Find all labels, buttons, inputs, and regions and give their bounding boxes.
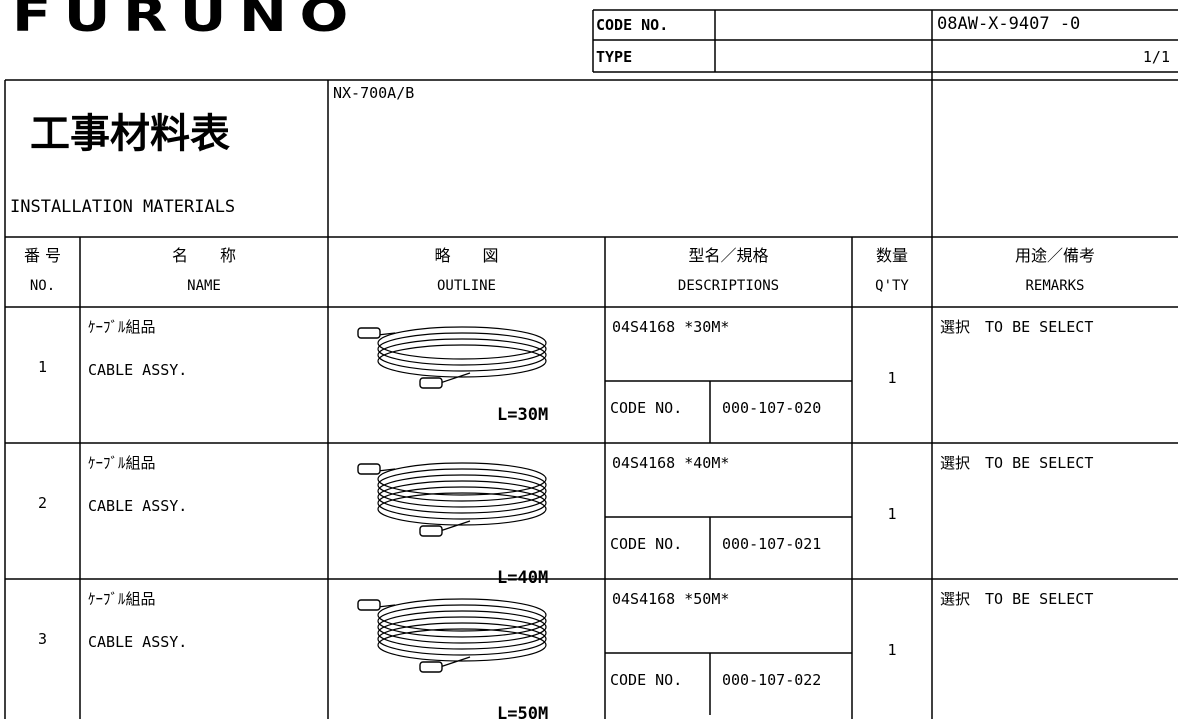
name-en: CABLE ASSY. bbox=[88, 633, 188, 651]
column-header-en: OUTLINE bbox=[436, 278, 496, 294]
code: 000-107-020 bbox=[722, 399, 822, 417]
column-header-ja: 用途／備考 bbox=[1014, 246, 1095, 265]
remarks: 選択 TO BE SELECT bbox=[940, 318, 1094, 336]
title-ja: 工事材料表 bbox=[30, 111, 230, 157]
drawing bbox=[439, 656, 471, 668]
drawing bbox=[377, 344, 547, 378]
drawing bbox=[377, 332, 547, 366]
drawing bbox=[377, 468, 547, 502]
drawing bbox=[377, 604, 396, 608]
column-header-ja: 略 図 bbox=[434, 246, 499, 265]
drawing bbox=[357, 599, 381, 611]
code-label: CODE NO. bbox=[610, 671, 683, 689]
drawing bbox=[377, 332, 396, 336]
quantity: 1 bbox=[887, 641, 897, 659]
drawing bbox=[357, 463, 381, 475]
doc-number: 08AW-X-9407 -0 bbox=[937, 14, 1081, 34]
description: 04S4168 *40M* bbox=[612, 454, 730, 472]
drawing bbox=[377, 480, 547, 514]
model: NX-700A/B bbox=[333, 84, 415, 102]
column-header-en: REMARKS bbox=[1025, 278, 1085, 294]
drawing bbox=[439, 520, 471, 532]
logo: FURUNO bbox=[12, 0, 361, 42]
drawing bbox=[377, 628, 547, 662]
code-no-label: CODE NO. bbox=[596, 16, 669, 34]
drawing bbox=[419, 661, 443, 673]
remarks: 選択 TO BE SELECT bbox=[940, 454, 1094, 472]
drawing bbox=[377, 616, 547, 650]
column-header-en: NO. bbox=[29, 278, 56, 294]
drawing bbox=[439, 372, 471, 384]
name-ja: ｹｰﾌﾞﾙ組品 bbox=[88, 454, 156, 472]
drawing bbox=[377, 610, 547, 644]
drawing bbox=[377, 598, 547, 632]
item-number: 2 bbox=[37, 494, 48, 512]
page-number: 1/1 bbox=[1142, 48, 1170, 66]
column-header-ja: 数量 bbox=[875, 246, 908, 265]
code: 000-107-021 bbox=[722, 535, 822, 553]
column-header-en: Q'TY bbox=[875, 278, 909, 294]
drawing bbox=[377, 468, 396, 472]
column-header-ja: 型名／規格 bbox=[688, 246, 769, 265]
quantity: 1 bbox=[887, 505, 897, 523]
name-en: CABLE ASSY. bbox=[88, 497, 188, 515]
drawing bbox=[377, 492, 547, 526]
item-number: 3 bbox=[37, 630, 48, 648]
column-header-ja: 名 称 bbox=[171, 246, 236, 265]
drawing bbox=[377, 338, 547, 372]
name-ja: ｹｰﾌﾞﾙ組品 bbox=[88, 590, 156, 608]
drawing bbox=[377, 326, 547, 360]
code: 000-107-022 bbox=[722, 671, 822, 689]
cable-length: L=40M bbox=[497, 568, 549, 588]
drawing bbox=[377, 474, 547, 508]
column-header-ja: 番 号 bbox=[23, 246, 62, 265]
drawing bbox=[377, 462, 547, 496]
code-label: CODE NO. bbox=[610, 535, 683, 553]
remarks: 選択 TO BE SELECT bbox=[940, 590, 1094, 608]
cable-length: L=50M bbox=[497, 704, 549, 719]
cable-length: L=30M bbox=[497, 405, 549, 425]
column-header-en: NAME bbox=[187, 278, 221, 294]
description: 04S4168 *50M* bbox=[612, 590, 730, 608]
quantity: 1 bbox=[887, 369, 897, 387]
drawing bbox=[377, 486, 547, 520]
title-en: INSTALLATION MATERIALS bbox=[10, 197, 236, 217]
drawing bbox=[377, 604, 547, 638]
code-label: CODE NO. bbox=[610, 399, 683, 417]
type-label: TYPE bbox=[596, 48, 633, 66]
item-number: 1 bbox=[37, 358, 48, 376]
drawing bbox=[357, 327, 381, 339]
column-header-en: DESCRIPTIONS bbox=[677, 278, 780, 294]
drawing bbox=[377, 622, 547, 656]
description: 04S4168 *30M* bbox=[612, 318, 730, 336]
name-en: CABLE ASSY. bbox=[88, 361, 188, 379]
drawing bbox=[419, 377, 443, 389]
name-ja: ｹｰﾌﾞﾙ組品 bbox=[88, 318, 156, 336]
drawing bbox=[419, 525, 443, 537]
